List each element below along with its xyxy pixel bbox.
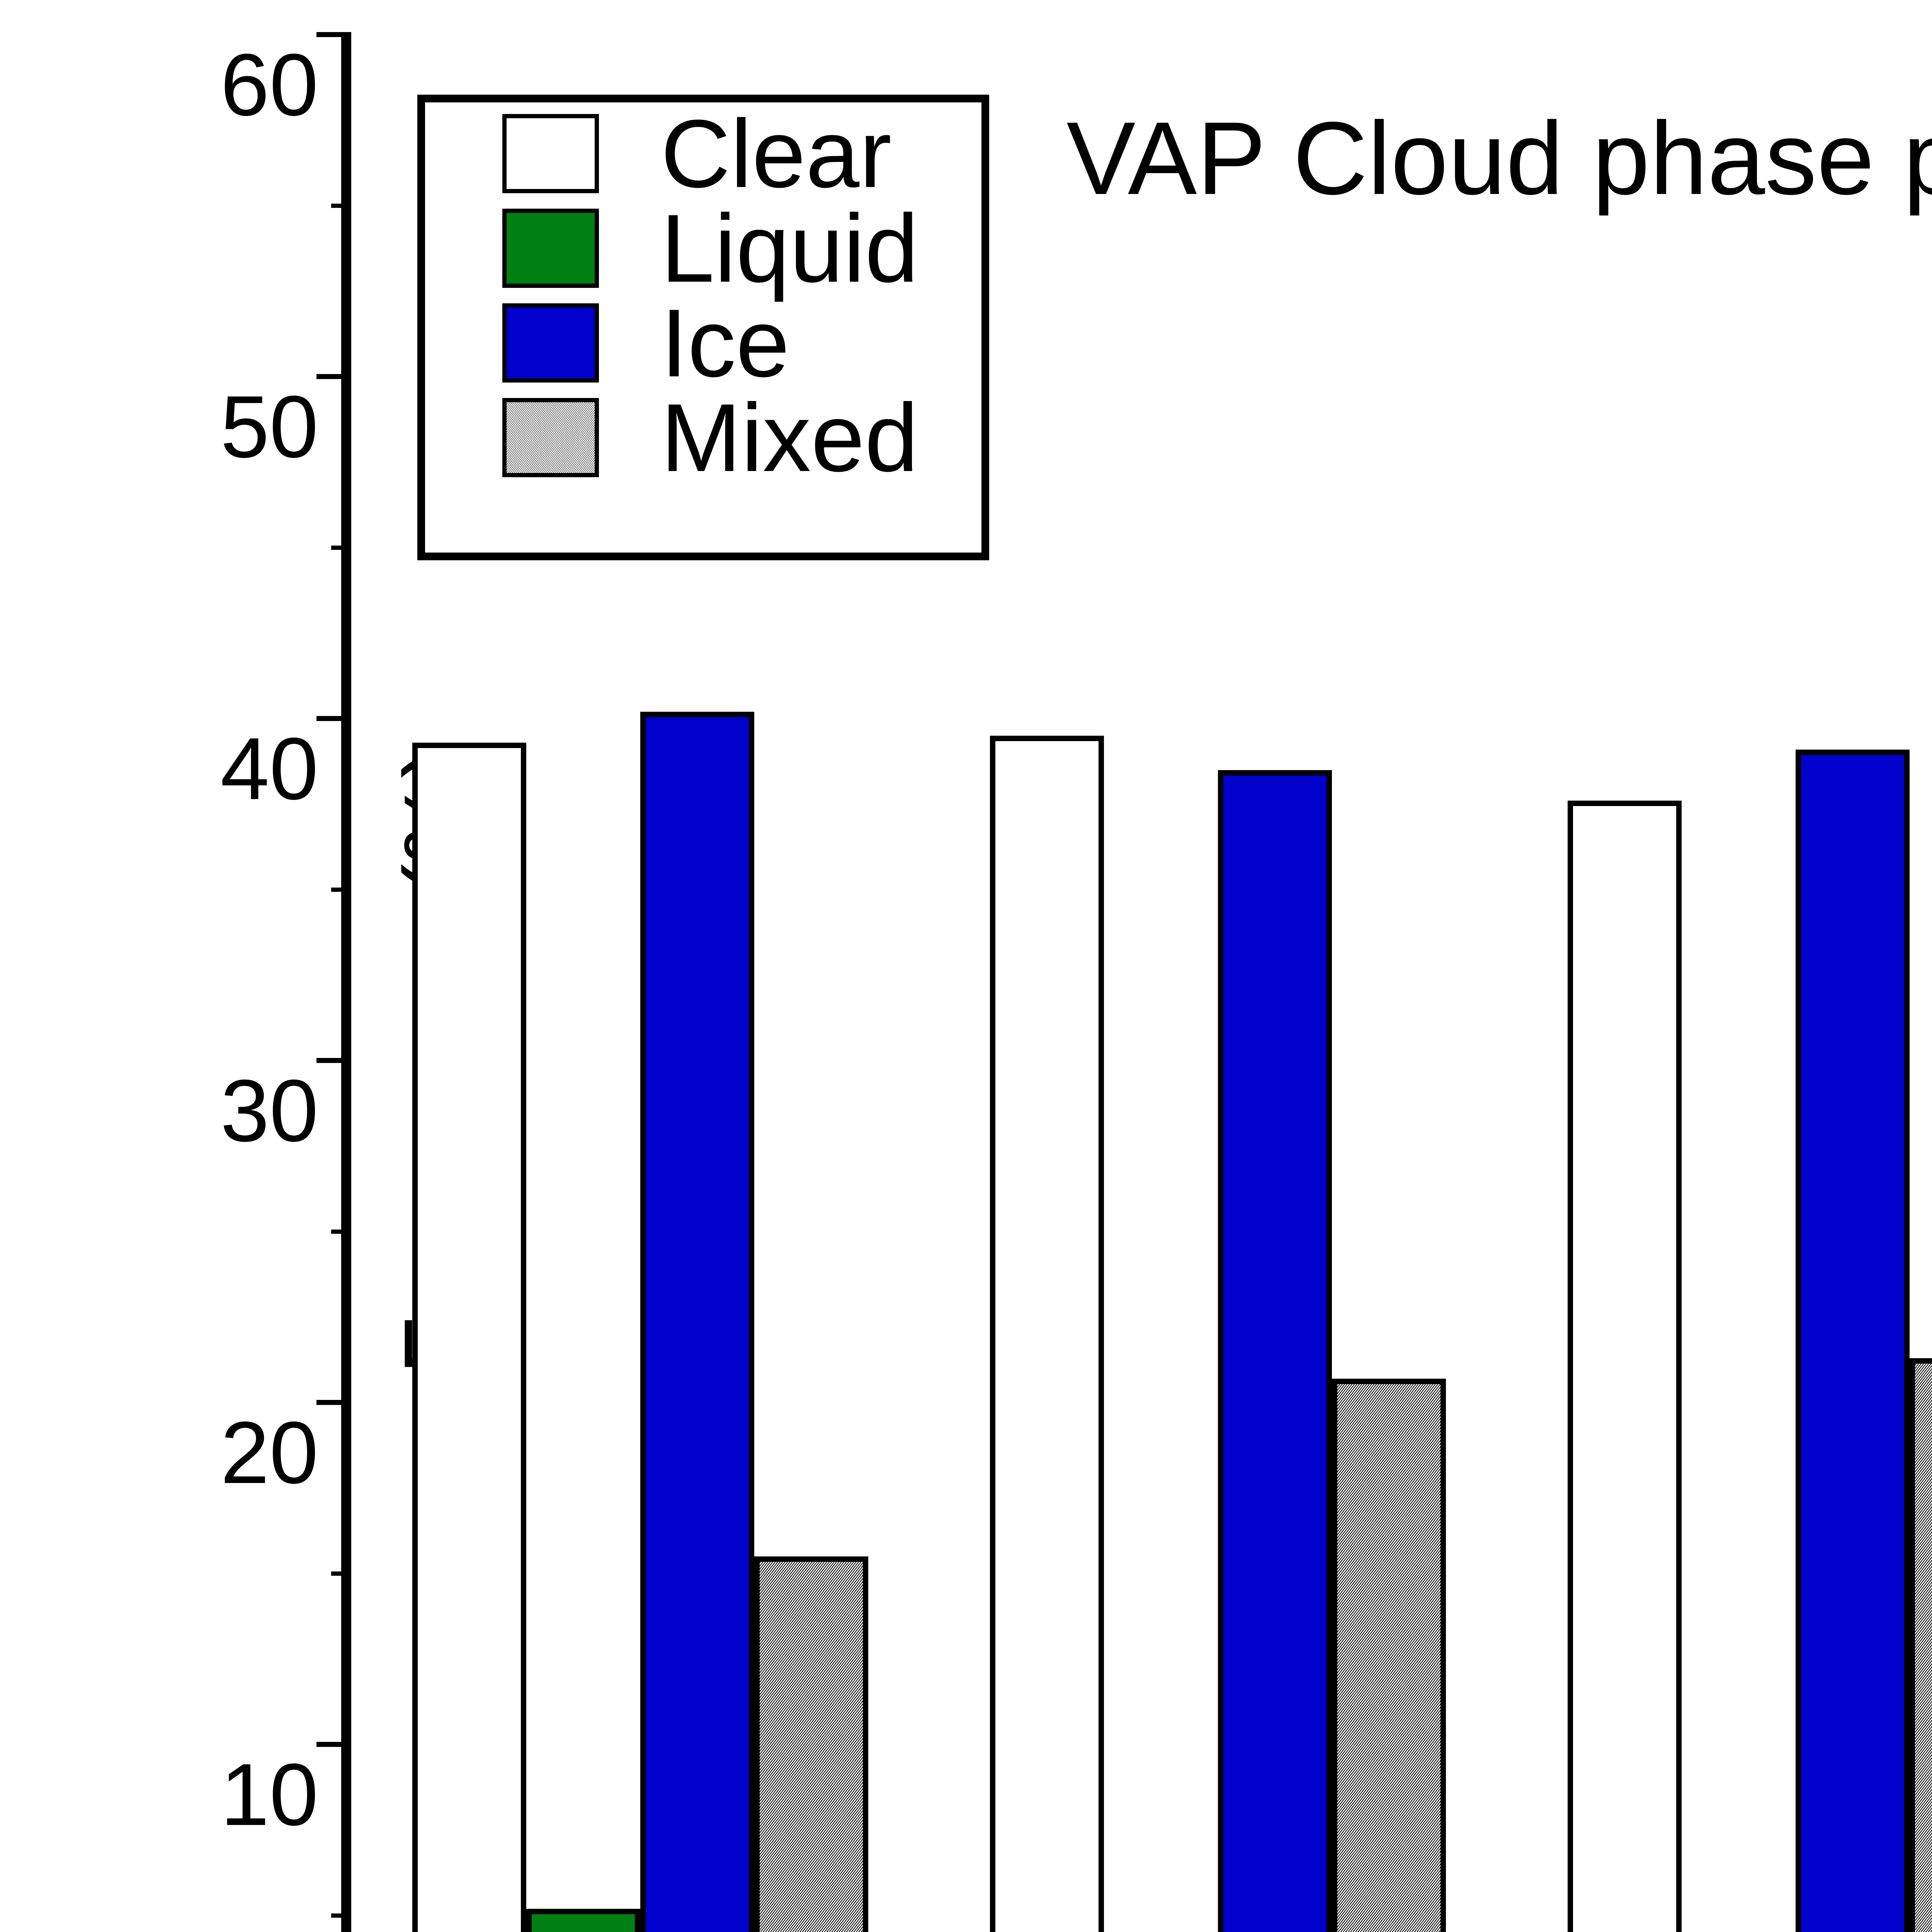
y-axis-tick [316, 1400, 351, 1405]
legend-item-clear: Clear [502, 105, 891, 202]
plot-area: 01020304050601234 Frequency (%) [220, 32, 1932, 1932]
bar-clear-regime-2 [990, 736, 1104, 1932]
y-axis-tick [316, 1058, 351, 1063]
y-axis-minor-tick [331, 1571, 351, 1576]
legend-swatch-mixed [502, 398, 599, 477]
legend-item-liquid: Liquid [502, 200, 918, 296]
chart-title: VAP Cloud phase partitioning [1066, 100, 1932, 216]
legend-swatch-ice [502, 303, 599, 383]
bar-ice-regime-3 [1795, 749, 1910, 1932]
y-axis-tick [316, 32, 351, 37]
y-axis-minor-tick [331, 545, 351, 550]
chart-legend: Clear Liquid Ice Mixed [417, 95, 989, 560]
y-axis-tick [316, 1742, 351, 1747]
legend-swatch-clear [502, 114, 599, 193]
y-axis-minor-tick [331, 1913, 351, 1918]
y-axis-tick [316, 716, 351, 721]
bar-liquid-regime-1 [526, 1908, 640, 1932]
bar-ice-regime-2 [1218, 770, 1332, 1932]
bar-clear-regime-1 [412, 742, 526, 1932]
plot-inner: 01020304050601234 [220, 32, 1932, 1932]
bar-ice-regime-1 [640, 712, 754, 1932]
y-axis-minor-tick [331, 1229, 351, 1234]
y-axis-minor-tick [331, 203, 351, 208]
legend-item-mixed: Mixed [502, 389, 918, 486]
bar-mixed-regime-3 [1909, 1358, 1932, 1932]
legend-swatch-liquid [502, 209, 599, 288]
y-axis-minor-tick [331, 887, 351, 892]
y-axis-tick [316, 374, 351, 379]
legend-label-liquid: Liquid [661, 194, 919, 302]
bar-mixed-regime-2 [1332, 1379, 1446, 1932]
legend-label-mixed: Mixed [661, 383, 918, 492]
legend-label-ice: Ice [661, 289, 790, 397]
legend-item-ice: Ice [502, 294, 790, 391]
bar-mixed-regime-1 [754, 1556, 868, 1932]
legend-label-clear: Clear [661, 99, 892, 207]
bar-clear-regime-3 [1567, 801, 1682, 1932]
